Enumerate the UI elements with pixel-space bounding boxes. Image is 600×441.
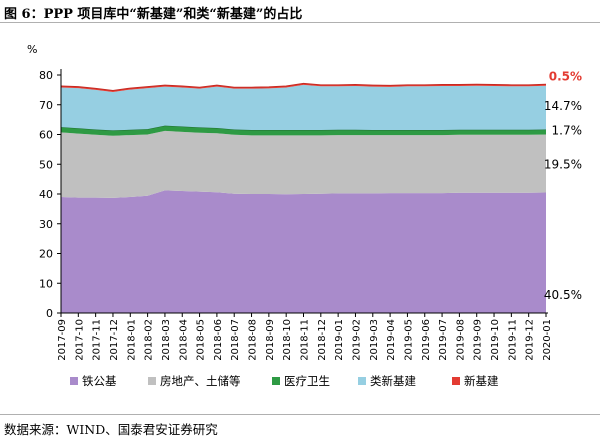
y-axis-unit-label: % <box>27 43 37 56</box>
y-tick-label: 20 <box>39 248 53 261</box>
area-series-2 <box>61 130 546 198</box>
x-tick-label: 2020-01 <box>542 319 553 361</box>
figure-title: 图 6：PPP 项目库中“新基建”和类“新基建”的占比 <box>4 7 303 22</box>
x-tick-label: 2017-10 <box>74 319 85 361</box>
x-tick-label: 2018-11 <box>300 319 311 361</box>
legend-label-2: 房地产、土储等 <box>160 374 241 388</box>
x-tick-label: 2018-10 <box>282 319 293 361</box>
x-tick-label: 2018-09 <box>265 319 276 361</box>
area-series-1 <box>61 190 546 313</box>
x-tick-label: 2019-10 <box>490 319 501 361</box>
top-divider <box>0 22 600 23</box>
legend-swatch-3 <box>272 377 280 385</box>
x-tick-label: 2017-11 <box>92 319 103 361</box>
x-tick-label: 2019-11 <box>507 319 518 361</box>
bottom-divider <box>0 414 600 415</box>
legend-label-5: 新基建 <box>464 374 499 388</box>
area-series-4 <box>61 84 546 131</box>
x-tick-label: 2018-06 <box>213 319 224 361</box>
x-tick-label: 2018-01 <box>126 319 137 361</box>
y-tick-label: 60 <box>39 129 53 142</box>
legend-label-1: 铁公基 <box>82 374 117 388</box>
x-tick-label: 2018-12 <box>317 319 328 361</box>
end-label-series-3: 1.7% <box>552 124 583 138</box>
axes-group: % 0 10 20 30 40 50 60 70 80 2017-09 2017-10 2017-11 2… <box>27 43 553 361</box>
area-series-3 <box>61 125 546 136</box>
x-tick-label: 2019-03 <box>369 319 380 361</box>
end-label-series-4: 14.7% <box>544 99 582 113</box>
x-tick-label: 2018-04 <box>178 319 189 361</box>
x-tick-label: 2019-12 <box>525 319 536 361</box>
x-tick-label: 2019-08 <box>455 319 466 361</box>
legend-swatch-5 <box>452 377 460 385</box>
legend: 铁公基 房地产、土储等 医疗卫生 类新基建 新基建 <box>70 374 499 388</box>
x-tick-label: 2019-01 <box>334 319 345 361</box>
x-tick-label: 2018-08 <box>248 319 259 361</box>
x-tick-label: 2019-07 <box>438 319 449 361</box>
legend-label-4: 类新基建 <box>370 374 416 388</box>
x-tick-label: 2019-06 <box>421 319 432 361</box>
x-tick-label: 2018-02 <box>144 319 155 361</box>
x-tick-label: 2019-09 <box>473 319 484 361</box>
end-label-series-1: 40.5% <box>544 288 582 302</box>
legend-swatch-4 <box>358 377 366 385</box>
x-tick-label: 2019-02 <box>351 319 362 361</box>
legend-swatch-1 <box>70 377 78 385</box>
y-tick-label: 70 <box>39 99 53 112</box>
y-tick-label: 30 <box>39 218 53 231</box>
x-tick-label: 2017-09 <box>57 319 68 361</box>
area-series-5-edge <box>60 82 547 91</box>
area-series-group <box>60 82 547 313</box>
x-tick-label: 2018-05 <box>196 319 207 361</box>
legend-label-3: 医疗卫生 <box>284 374 330 388</box>
end-labels-group: 40.5% 19.5% 1.7% 14.7% 0.5% <box>544 69 582 302</box>
legend-swatch-2 <box>148 377 156 385</box>
y-tick-label: 10 <box>39 277 53 290</box>
x-tick-label: 2018-07 <box>230 319 241 361</box>
source-note: 数据来源：WIND、国泰君安证券研究 <box>4 422 218 437</box>
y-tick-label: 40 <box>39 188 53 201</box>
x-tick-label: 2018-03 <box>161 319 172 361</box>
x-tick-label: 2019-04 <box>386 319 397 361</box>
end-label-series-2: 19.5% <box>544 157 582 171</box>
y-tick-label: 80 <box>39 69 53 82</box>
x-tick-label: 2019-05 <box>403 319 414 361</box>
y-tick-label: 50 <box>39 158 53 171</box>
x-tick-label: 2017-12 <box>109 319 120 361</box>
y-tick-label: 0 <box>46 307 53 320</box>
area-series-5 <box>61 83 546 92</box>
end-label-series-5: 0.5% <box>549 69 582 83</box>
